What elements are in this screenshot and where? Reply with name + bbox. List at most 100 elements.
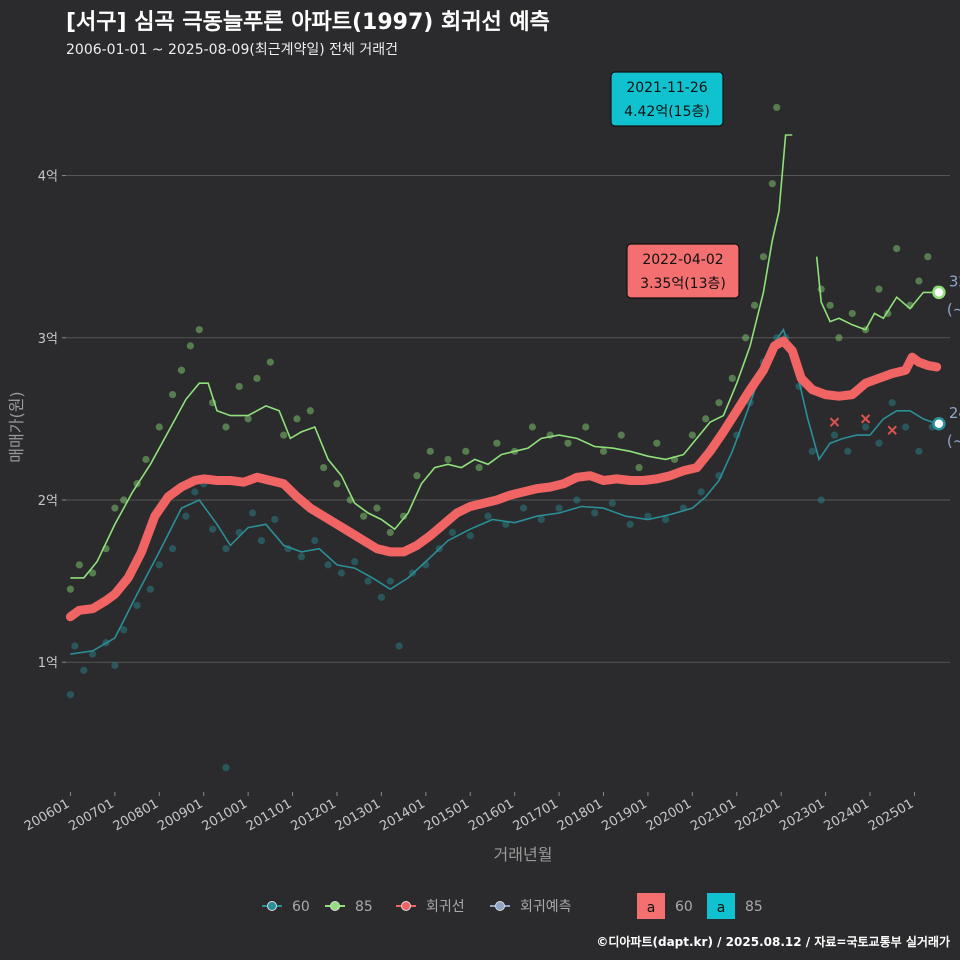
- scatter-point-60: [80, 666, 88, 674]
- scatter-point-85: [244, 415, 252, 423]
- annotation-box: [610, 71, 724, 127]
- scatter-point-85: [528, 423, 537, 431]
- x-tick-label: 201501: [422, 796, 472, 834]
- scatter-point-85: [688, 431, 696, 439]
- scatter-point-85: [333, 480, 341, 488]
- y-axis-title: 매매가(원): [7, 391, 26, 462]
- x-tick-label: 201401: [377, 796, 427, 834]
- scatter-point-85: [235, 382, 243, 391]
- scatter-point-85: [715, 399, 723, 407]
- x-tick-label: 200801: [111, 796, 161, 834]
- scatter-point-85: [253, 374, 261, 382]
- scatter-point-85: [293, 415, 301, 423]
- legend-label: 85: [745, 899, 763, 915]
- y-tick-label: 2억: [38, 494, 58, 509]
- scatter-point-60: [830, 431, 839, 439]
- scatter-point-85: [875, 285, 883, 293]
- legend-label: 60: [292, 899, 310, 915]
- scatter-point-85: [617, 431, 625, 439]
- scatter-point-60: [222, 545, 230, 553]
- x-tick-label: 201701: [511, 796, 561, 834]
- scatter-point-60: [271, 515, 279, 524]
- scatter-point-60: [626, 520, 634, 528]
- x-tick-label: 201001: [200, 796, 250, 834]
- scatter-point-60: [182, 512, 190, 520]
- scatter-point-60: [901, 423, 910, 431]
- scatter-point-60: [915, 447, 923, 455]
- legend-key-dot: [330, 901, 340, 911]
- scatter-point-85: [266, 358, 274, 366]
- scatter-point-85: [444, 455, 452, 464]
- scatter-point-85: [120, 496, 128, 504]
- scatter-point-60: [888, 399, 896, 407]
- trend-line-85: [70, 134, 793, 579]
- scatter-point-85: [475, 463, 483, 472]
- scatter-point-60: [591, 509, 599, 517]
- scatter-point-60: [66, 691, 75, 699]
- trend-line-85-recent: [815, 256, 937, 331]
- scatter-point-85: [924, 253, 932, 261]
- scatter-point-85: [360, 512, 368, 520]
- scatter-point-60: [448, 528, 457, 537]
- scatter-point-60: [662, 515, 670, 524]
- scatter-point-85: [195, 326, 203, 334]
- scatter-point-85: [564, 439, 572, 447]
- y-tick-label: 1억: [38, 656, 58, 671]
- scatter-point-85: [742, 334, 750, 342]
- scatter-point-85: [826, 301, 834, 309]
- forecast-marker: [860, 414, 871, 424]
- annotation-value: 3.35억(13층): [640, 276, 726, 292]
- scatter-point-60: [297, 553, 306, 561]
- scatter-point-60: [386, 577, 394, 585]
- annotation-layer: 32,800 (~85㎡) 24,733 (~60㎡) 2021-11-26 4.42억(…: [610, 71, 960, 450]
- scatter-point-85: [702, 415, 710, 423]
- scatter-point-60: [808, 447, 816, 455]
- scatter-point-60: [257, 536, 266, 545]
- scatter-point-85: [75, 561, 83, 569]
- end-point-60: [932, 417, 946, 431]
- x-tick-label: 202301: [777, 796, 827, 834]
- scatter-point-85: [728, 374, 736, 382]
- legend-label-box-text: a: [717, 900, 726, 916]
- scatter-point-85: [915, 277, 923, 285]
- scatter-point-85: [848, 309, 856, 318]
- scatter-point-85: [653, 439, 661, 447]
- scatter-point-60: [466, 532, 474, 540]
- scatter-point-60: [875, 439, 883, 447]
- end-point-85: [932, 285, 946, 300]
- scatter-point-85: [893, 244, 901, 253]
- scatter-point-60: [608, 499, 616, 507]
- x-tick-label: 201601: [466, 796, 516, 834]
- scatter-point-60: [111, 661, 119, 670]
- scatter-point-60: [537, 515, 545, 524]
- chart-subtitle: 2006-01-01 ~ 2025-08-09(최근계약일) 전체 거래건: [66, 42, 398, 58]
- scatter-point-85: [386, 528, 394, 537]
- scatter-point-60: [208, 525, 217, 533]
- legend-label: 60: [675, 899, 693, 915]
- scatter-point-85: [582, 423, 590, 431]
- forecast-marker: [829, 417, 840, 427]
- end-value-label-60: 24,733: [949, 404, 960, 422]
- scatter-point-85: [320, 463, 328, 472]
- scatter-point-60: [120, 626, 128, 634]
- legend-label: 회귀선: [426, 899, 465, 915]
- scatter-point-60: [844, 447, 852, 455]
- scatter-point-85: [599, 447, 608, 455]
- scatter-point-85: [306, 407, 314, 415]
- scatter-point-85: [155, 423, 163, 431]
- scatter-point-60: [484, 512, 492, 520]
- scatter-point-60: [169, 545, 177, 553]
- scatter-point-60: [502, 520, 510, 528]
- legend-layer: 60 85 회귀선 회귀예측 a 60 a 85: [262, 893, 763, 919]
- legend-key-dot: [267, 901, 277, 911]
- x-tick-label: 201801: [555, 796, 605, 834]
- grid-layer: [66, 175, 950, 663]
- annotation-date: 2021-11-26: [626, 80, 707, 96]
- scatter-point-60: [248, 509, 257, 517]
- scatter-point-85: [177, 366, 186, 374]
- scatter-point-60: [573, 496, 581, 504]
- scatter-point-85: [66, 585, 75, 593]
- scatter-point-85: [186, 342, 194, 350]
- x-axis-title: 거래년월: [494, 845, 553, 864]
